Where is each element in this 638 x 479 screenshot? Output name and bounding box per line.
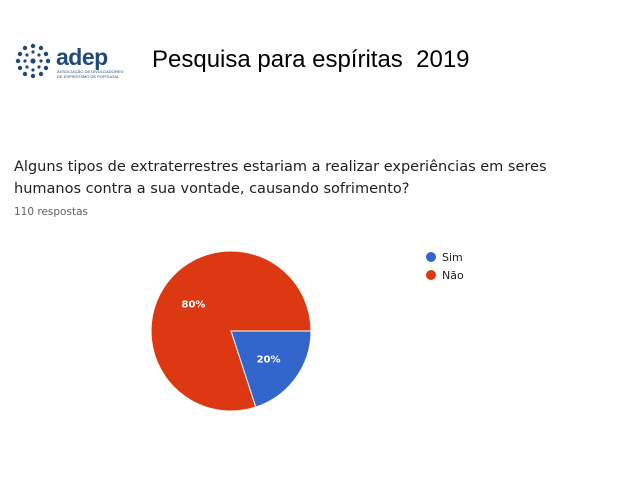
legend-item: Sim	[426, 248, 464, 266]
slide-title: Pesquisa para espíritas 2019	[152, 46, 470, 73]
question-text: Alguns tipos de extraterrestres estariam…	[14, 159, 547, 197]
pie-label-sim: 20%	[257, 354, 281, 365]
legend-swatch	[426, 252, 436, 262]
adep-logo: adep ASSOCIAÇÃO DE DIVULGADORES DE ESPIR…	[14, 42, 124, 86]
pie-slice-sim	[230, 330, 312, 408]
pie-label-nao: 80%	[181, 300, 205, 311]
adep-dots-icon	[15, 43, 51, 79]
response-count: 110 respostas	[14, 206, 88, 218]
legend-label: Não	[442, 268, 464, 282]
pie-slice-nao	[150, 250, 312, 412]
legend-item: Não	[426, 266, 464, 284]
logo-text: adep	[56, 44, 108, 70]
chart-legend: Sim Não	[426, 248, 464, 284]
logo-subtitle: ASSOCIAÇÃO DE DIVULGADORES DE ESPIRITISM…	[57, 69, 124, 79]
legend-swatch	[426, 270, 436, 280]
legend-label: Sim	[442, 250, 463, 264]
